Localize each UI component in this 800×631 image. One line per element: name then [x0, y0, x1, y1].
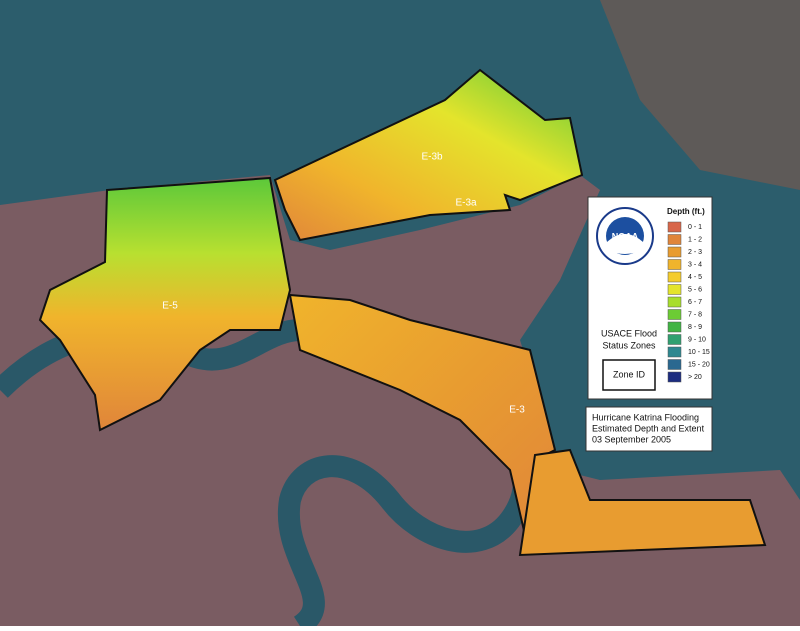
legend-swatch — [667, 284, 682, 295]
caption: Hurricane Katrina Flooding — [592, 412, 699, 422]
caption: Estimated Depth and Extent — [592, 423, 705, 433]
legend-swatch — [667, 346, 682, 358]
marsh — [600, 0, 800, 190]
logo-text: NOAA — [612, 231, 639, 241]
flood-zone — [273, 68, 584, 242]
caption: 03 September 2005 — [592, 434, 671, 444]
legend-swatch — [667, 359, 682, 370]
legend-swatch — [667, 371, 682, 383]
legend-swatch — [667, 221, 682, 233]
flood-zone — [38, 176, 292, 432]
legend-label: 0 - 1 — [688, 224, 702, 231]
zone-label: E-3 — [509, 405, 525, 416]
zone-sample — [602, 359, 656, 391]
logo-bird — [607, 234, 643, 254]
legend-label: > 20 — [688, 374, 702, 381]
legend-swatch — [667, 271, 682, 283]
legend-label: 5 - 6 — [688, 286, 702, 293]
zone-sample-label: Zone ID — [613, 369, 646, 379]
legend-label: 6 - 7 — [688, 299, 702, 306]
legend-label: 2 - 3 — [688, 249, 702, 256]
legend-label: 15 - 20 — [688, 361, 710, 368]
zone-legend-title: Status Zones — [602, 340, 656, 350]
legend-label: 4 - 5 — [688, 274, 702, 281]
zone-label: E-3b — [421, 152, 443, 163]
legend-title: Depth (ft.) — [667, 207, 705, 216]
flood-zone — [518, 448, 767, 557]
legend-swatch — [667, 296, 682, 308]
zone-label: E-5 — [162, 301, 178, 312]
zone-legend-title: USACE Flood — [601, 328, 657, 338]
legend-label: 10 - 15 — [688, 349, 710, 356]
caption-panel — [585, 406, 713, 452]
zone-label: E-3a — [455, 198, 477, 209]
legend-label: 1 - 2 — [688, 236, 702, 243]
legend-swatch — [667, 246, 682, 258]
legend-label: 9 - 10 — [688, 336, 706, 343]
legend-swatch — [667, 309, 682, 320]
legend-swatch — [667, 259, 682, 270]
legend-label: 8 - 9 — [688, 324, 702, 331]
legend-swatch — [667, 334, 682, 345]
legend-label: 3 - 4 — [688, 261, 702, 268]
legend-swatch — [667, 321, 682, 333]
legend-label: 7 - 8 — [688, 311, 702, 318]
legend-swatch — [667, 234, 682, 245]
